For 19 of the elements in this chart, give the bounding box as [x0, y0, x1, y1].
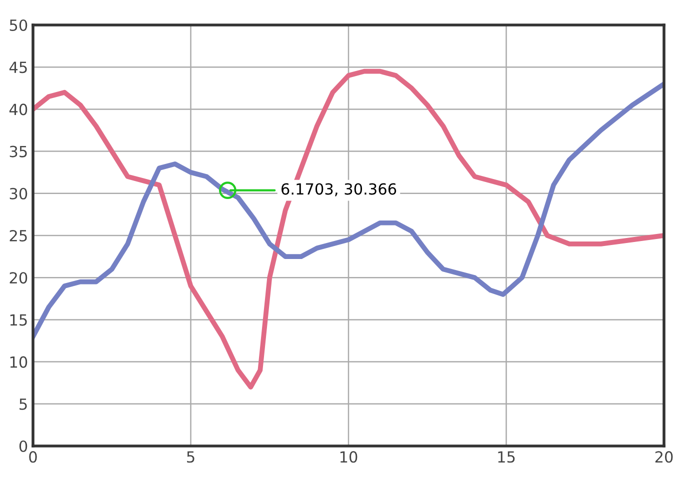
y-tick-label: 20: [10, 272, 28, 284]
x-tick-label: 5: [187, 451, 194, 463]
line-series: [33, 68, 664, 390]
y-tick-label: 30: [10, 188, 28, 200]
x-tick-label: 0: [29, 451, 37, 463]
y-tick-label: 40: [9, 104, 28, 116]
x-tick-label: 20: [655, 451, 673, 463]
x-tick-label: 15: [498, 451, 515, 463]
y-tick-label: 10: [10, 356, 28, 368]
x-tick-label: 10: [340, 451, 358, 463]
y-tick-label: 15: [10, 314, 27, 326]
y-tick-label: 25: [10, 230, 27, 242]
y-tick-label: 35: [10, 146, 27, 158]
y-tick-label: 5: [20, 398, 27, 410]
annotation: 6.1703, 30.366: [282, 183, 396, 196]
y-tick-label: 45: [9, 62, 27, 74]
y-tick-label: 0: [19, 440, 28, 452]
line-series: [33, 82, 664, 339]
y-tick-label: 50: [10, 19, 28, 32]
